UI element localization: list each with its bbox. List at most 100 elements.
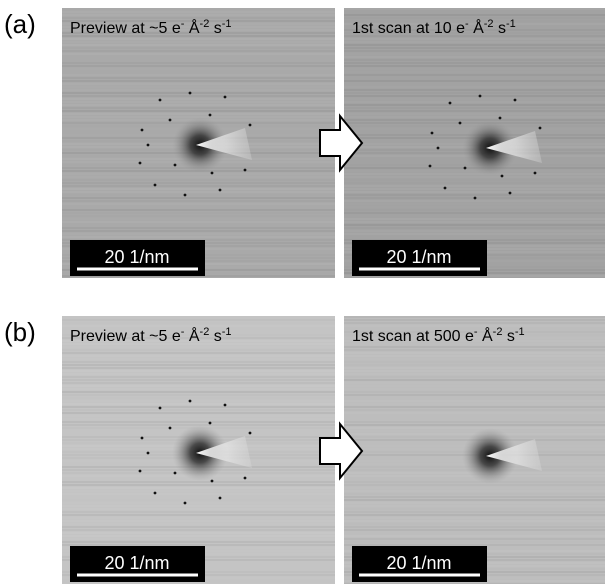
scan-line: [344, 14, 605, 16]
scan-line: [62, 544, 335, 546]
scan-line: [62, 394, 335, 396]
scan-line: [62, 397, 335, 399]
scan-line: [62, 212, 335, 214]
scan-line: [344, 358, 605, 360]
scan-line: [62, 77, 335, 79]
scan-line: [62, 379, 335, 381]
scale-bar-label: 20 1/nm: [386, 247, 451, 267]
scan-line: [344, 227, 605, 229]
scan-line: [344, 490, 605, 492]
scan-line: [344, 107, 605, 109]
scan-line: [62, 364, 335, 366]
scan-line: [344, 8, 605, 10]
diffraction-spot: [499, 117, 502, 120]
scan-line: [62, 316, 335, 318]
caption-superscript: -1: [222, 326, 232, 338]
scan-line: [344, 523, 605, 525]
scan-line: [344, 86, 605, 88]
scan-line: [344, 119, 605, 121]
scan-line: [62, 56, 335, 58]
scan-line: [344, 352, 605, 354]
scan-line: [62, 490, 335, 492]
scan-line: [62, 538, 335, 540]
scan-line: [344, 379, 605, 381]
scan-line: [344, 484, 605, 486]
scan-line: [62, 110, 335, 112]
diffraction-spot: [449, 102, 452, 105]
diffraction-spot: [184, 194, 187, 197]
scan-line: [344, 376, 605, 378]
caption-text: 1st scan at 500 e: [352, 328, 474, 345]
scan-line: [62, 412, 335, 414]
scan-line: [62, 62, 335, 64]
scan-line: [62, 17, 335, 19]
scan-line: [344, 529, 605, 531]
scan-line: [344, 236, 605, 238]
diffraction-spot: [431, 132, 434, 135]
scan-line: [344, 541, 605, 543]
diffraction-image: [62, 8, 335, 278]
scan-line: [344, 188, 605, 190]
scan-line: [344, 322, 605, 324]
scan-line: [62, 224, 335, 226]
scan-line: [62, 194, 335, 196]
scan-line: [62, 206, 335, 208]
scale-bar-label: 20 1/nm: [104, 247, 169, 267]
scan-line: [344, 230, 605, 232]
diffraction-spot: [514, 99, 517, 102]
diffraction-spot: [459, 122, 462, 125]
scan-line: [62, 209, 335, 211]
diffraction-spot: [139, 162, 142, 165]
panel-label: (b): [4, 317, 36, 347]
caption-text: Å: [184, 18, 199, 37]
scan-line: [344, 370, 605, 372]
diffraction-spot: [249, 432, 252, 435]
scan-line: [344, 373, 605, 375]
scan-line: [62, 529, 335, 531]
caption-superscript: -1: [515, 326, 525, 338]
scan-line: [344, 89, 605, 91]
scan-line: [344, 520, 605, 522]
scan-line: [62, 373, 335, 375]
scan-line: [344, 535, 605, 537]
scan-line: [344, 424, 605, 426]
scan-line: [62, 50, 335, 52]
scan-line: [344, 496, 605, 498]
panel-label: (a): [4, 9, 36, 39]
diffraction-spot: [444, 187, 447, 190]
scan-line: [62, 367, 335, 369]
scan-line: [62, 11, 335, 13]
diffraction-spot: [219, 497, 222, 500]
caption-superscript: -1: [506, 18, 516, 30]
scan-line: [344, 415, 605, 417]
scan-line: [344, 427, 605, 429]
scan-line: [344, 44, 605, 46]
diffraction-spot: [174, 164, 177, 167]
scan-line: [344, 514, 605, 516]
scan-line: [62, 502, 335, 504]
scan-line: [62, 221, 335, 223]
caption-text: Å: [469, 18, 484, 37]
scan-line: [62, 173, 335, 175]
scan-line: [62, 382, 335, 384]
scan-line: [344, 98, 605, 100]
diffraction-spot: [244, 169, 247, 172]
diffraction-spot: [249, 124, 252, 127]
scan-line: [344, 212, 605, 214]
scan-line: [62, 71, 335, 73]
scan-line: [62, 59, 335, 61]
scan-line: [344, 113, 605, 115]
scan-line: [344, 209, 605, 211]
diffraction-spot: [224, 96, 227, 99]
scan-line: [344, 538, 605, 540]
scan-line: [344, 203, 605, 205]
diffraction-spot: [534, 172, 537, 175]
scan-line: [344, 41, 605, 43]
scan-line: [62, 361, 335, 363]
scan-line: [62, 520, 335, 522]
diffraction-spot: [474, 197, 477, 200]
scan-line: [62, 541, 335, 543]
caption-text: s: [494, 20, 506, 37]
scan-line: [344, 17, 605, 19]
figure: (a)Preview at ~5 e- Å-2 s-120 1/nm1st sc…: [0, 0, 605, 584]
